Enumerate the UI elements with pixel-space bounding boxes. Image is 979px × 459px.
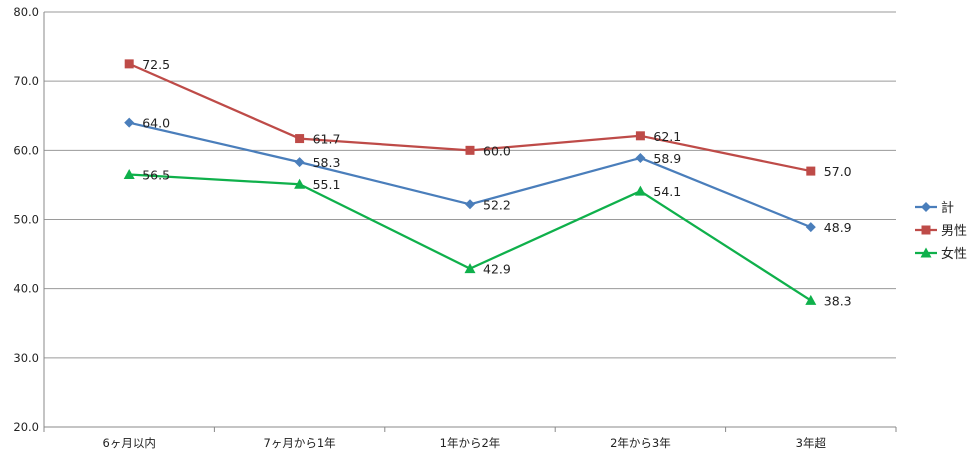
y-tick-label: 60.0 bbox=[13, 143, 39, 157]
data-label: 55.1 bbox=[313, 177, 341, 192]
data-point-diamond bbox=[294, 157, 305, 168]
data-point-diamond bbox=[921, 202, 931, 212]
y-tick-label: 80.0 bbox=[13, 5, 39, 19]
series-group bbox=[123, 59, 817, 305]
data-point-triangle bbox=[123, 169, 135, 180]
data-label: 64.0 bbox=[142, 116, 170, 131]
data-point-triangle bbox=[464, 263, 476, 274]
data-label: 42.9 bbox=[483, 262, 511, 277]
data-point-triangle bbox=[634, 185, 646, 196]
data-point-triangle bbox=[805, 294, 817, 305]
x-tick-label: 7ヶ月から1年 bbox=[264, 436, 336, 450]
gridlines bbox=[44, 11, 896, 359]
x-tick-label: 3年超 bbox=[796, 436, 827, 450]
data-point-diamond bbox=[124, 117, 135, 128]
x-tick-label: 1年から2年 bbox=[440, 436, 501, 450]
series-line bbox=[128, 121, 812, 229]
data-label: 61.7 bbox=[313, 132, 341, 147]
data-labels: 64.0 58.3 52.2 58.9 48.9 72.5 61.7 60.0 62.1 57.0… bbox=[142, 57, 851, 309]
data-label: 58.9 bbox=[653, 151, 681, 166]
y-tick-label: 70.0 bbox=[13, 74, 39, 88]
y-tick-label: 50.0 bbox=[13, 213, 39, 227]
data-label: 38.3 bbox=[824, 293, 852, 308]
y-tick-label: 30.0 bbox=[13, 351, 39, 365]
data-point-square bbox=[124, 59, 134, 69]
data-label: 48.9 bbox=[824, 220, 852, 235]
y-tick-label: 40.0 bbox=[13, 282, 39, 296]
x-tick-label: 6ヶ月以内 bbox=[103, 436, 156, 450]
legend-label: 女性 bbox=[941, 246, 967, 262]
data-label: 60.0 bbox=[483, 143, 511, 158]
x-tick-label: 2年から3年 bbox=[610, 436, 671, 450]
data-point-square bbox=[921, 225, 931, 235]
data-point-diamond bbox=[635, 152, 646, 163]
legend-label: 男性 bbox=[941, 224, 967, 239]
data-point-square bbox=[465, 145, 475, 155]
data-label: 58.3 bbox=[313, 155, 341, 170]
legend-label: 計 bbox=[941, 200, 954, 216]
data-point-diamond bbox=[465, 199, 475, 210]
data-label: 62.1 bbox=[653, 129, 681, 144]
data-label: 52.2 bbox=[483, 197, 511, 212]
series-line bbox=[129, 173, 812, 302]
series-line bbox=[128, 62, 812, 173]
data-label: 54.1 bbox=[653, 184, 681, 199]
data-point-triangle bbox=[294, 178, 306, 189]
data-point-diamond bbox=[805, 222, 816, 233]
data-point-square bbox=[806, 166, 816, 176]
data-point-triangle bbox=[920, 247, 932, 258]
data-label: 72.5 bbox=[142, 57, 170, 72]
data-point-square bbox=[295, 134, 305, 144]
data-label: 56.5 bbox=[142, 168, 170, 183]
y-tick-label: 20.0 bbox=[13, 420, 39, 434]
data-label: 57.0 bbox=[824, 164, 852, 179]
data-point-square bbox=[635, 131, 645, 141]
axes: 20.0 30.0 40.0 50.0 60.0 70.0 80.0 6ヶ月以内 7ヶ月から1年… bbox=[13, 5, 897, 450]
